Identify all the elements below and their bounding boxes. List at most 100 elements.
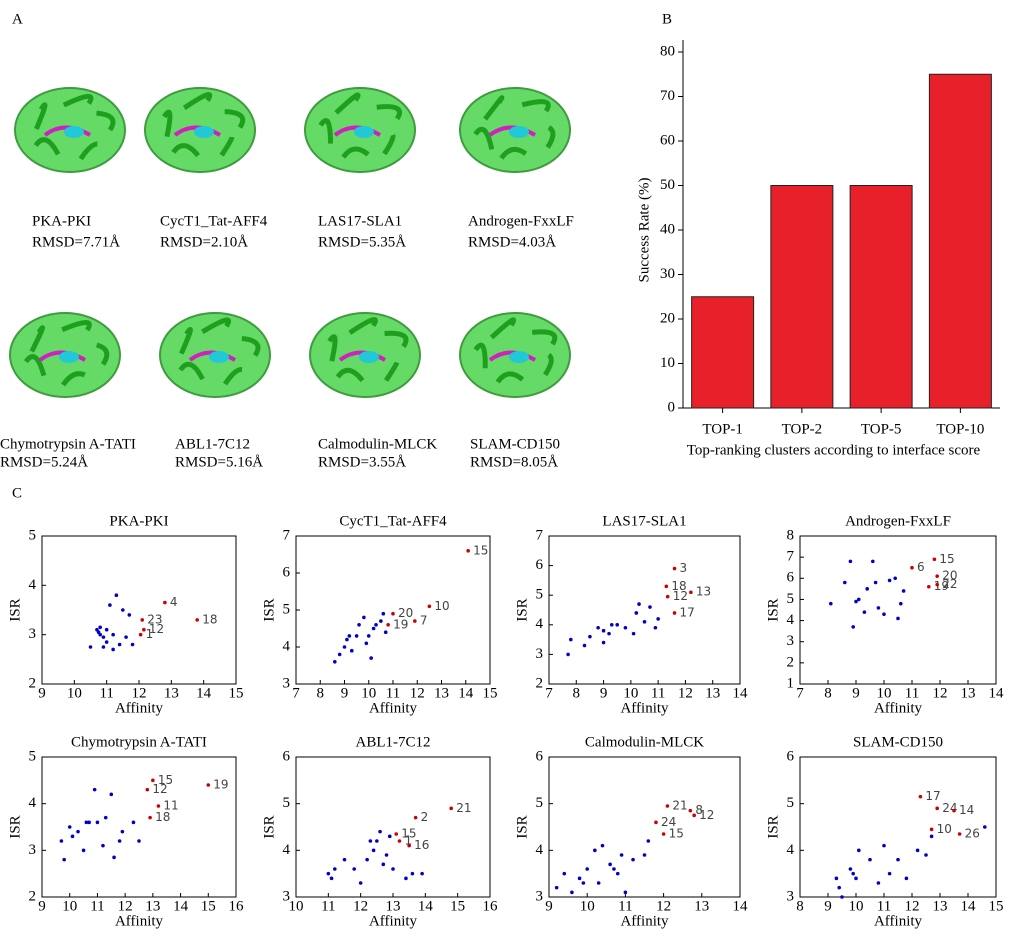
structure-rmsd: RMSD=5.16Å [175,454,263,470]
structure-rmsd: RMSD=3.55Å [318,454,406,470]
x-tick-label: 11 [651,685,665,701]
protein-structure [460,313,570,397]
x-tick-label: 14 [196,685,212,701]
x-tick-label: 7 [292,685,300,701]
data-point [391,867,395,871]
data-point [139,633,143,637]
point-label: 22 [942,577,957,591]
y-tick-label: 5 [29,748,37,764]
x-tick-label: 9 [341,685,349,701]
data-point [355,634,359,638]
data-point [111,633,115,637]
data-point [68,825,72,829]
data-point [384,630,388,634]
x-tick-label: 10 [877,685,892,701]
y-tick-label: 4 [536,616,544,632]
peptide-helix [59,351,79,363]
data-point [930,828,934,832]
data-point [348,634,352,638]
data-point [414,816,418,820]
data-point [602,641,606,645]
plot-title: Chymotrypsin A-TATI [71,734,207,750]
y-tick-label: 5 [283,601,291,617]
structure-name: Androgen-FxxLF [468,213,574,229]
x-axis-label: Affinity [369,913,418,929]
x-tick-label: 12 [132,685,147,701]
y-tick-label: 6 [536,557,544,573]
data-point [983,825,987,829]
y-tick-label: 3 [283,888,291,904]
y-axis-label: ISR [7,815,23,838]
x-tick-label: 11 [321,898,335,914]
x-tick-label: 14 [173,898,189,914]
x-tick-label: TOP-1 [702,421,743,437]
structure-name: Chymotrypsin A-TATI [0,436,136,452]
x-tick-label: 14 [418,898,434,914]
data-point [578,877,582,881]
data-point [105,640,109,644]
data-point [857,849,861,853]
data-point [851,872,855,876]
protein-structure [10,313,120,397]
x-tick-label: 10 [623,685,638,701]
data-point [140,618,144,622]
point-label: 14 [959,803,974,817]
data-point [391,612,395,616]
x-tick-label: 13 [694,898,709,914]
data-point [350,649,354,653]
bar [692,297,754,408]
data-point [121,830,125,834]
data-point [118,643,122,647]
data-point [124,635,128,639]
data-point [935,574,939,578]
structure-name: ABL1-7C12 [175,436,250,452]
x-tick-label: 13 [434,685,449,701]
y-tick-label: 3 [283,675,291,691]
y-tick-label: 5 [536,587,544,603]
x-tick-label: TOP-10 [936,421,984,437]
data-point [382,612,386,616]
y-axis-label: ISR [7,598,23,621]
y-tick-label: 7 [787,549,795,565]
data-point [597,881,601,885]
data-point [428,605,432,609]
data-point [411,872,415,876]
y-tick-label: 30 [660,266,675,282]
x-tick-label: 13 [164,685,179,701]
data-point [843,581,847,585]
data-point [449,807,453,811]
data-point [643,620,647,624]
x-tick-label: 16 [483,898,499,914]
y-tick-label: 10 [660,355,675,371]
y-tick-label: 5 [536,795,544,811]
y-tick-label: 2 [29,675,37,691]
panel-label: C [12,485,22,501]
y-tick-label: 6 [283,748,291,764]
plot-title: Androgen-FxxLF [845,513,951,529]
data-point [654,626,658,630]
x-tick-label: 8 [796,898,804,914]
plot-title: CycT1_Tat-AFF4 [339,513,447,529]
data-point [868,858,872,862]
point-label: 17 [925,789,940,803]
y-tick-label: 60 [660,132,675,148]
protein-structure [15,88,125,172]
point-label: 1 [146,627,154,641]
x-axis-label: Affinity [115,913,164,929]
data-point [131,643,135,647]
data-point [157,804,161,808]
x-tick-label: 13 [961,685,976,701]
data-point [854,600,858,604]
data-point [905,877,909,881]
data-point [930,835,934,839]
y-tick-label: 3 [536,646,544,662]
x-tick-label: 9 [38,685,46,701]
data-point [608,863,612,867]
data-point [369,656,373,660]
data-point [689,809,693,813]
x-tick-label: 15 [229,685,244,701]
data-point [601,844,605,848]
data-point [388,835,392,839]
point-label: 15 [669,827,684,841]
data-point [849,867,853,871]
